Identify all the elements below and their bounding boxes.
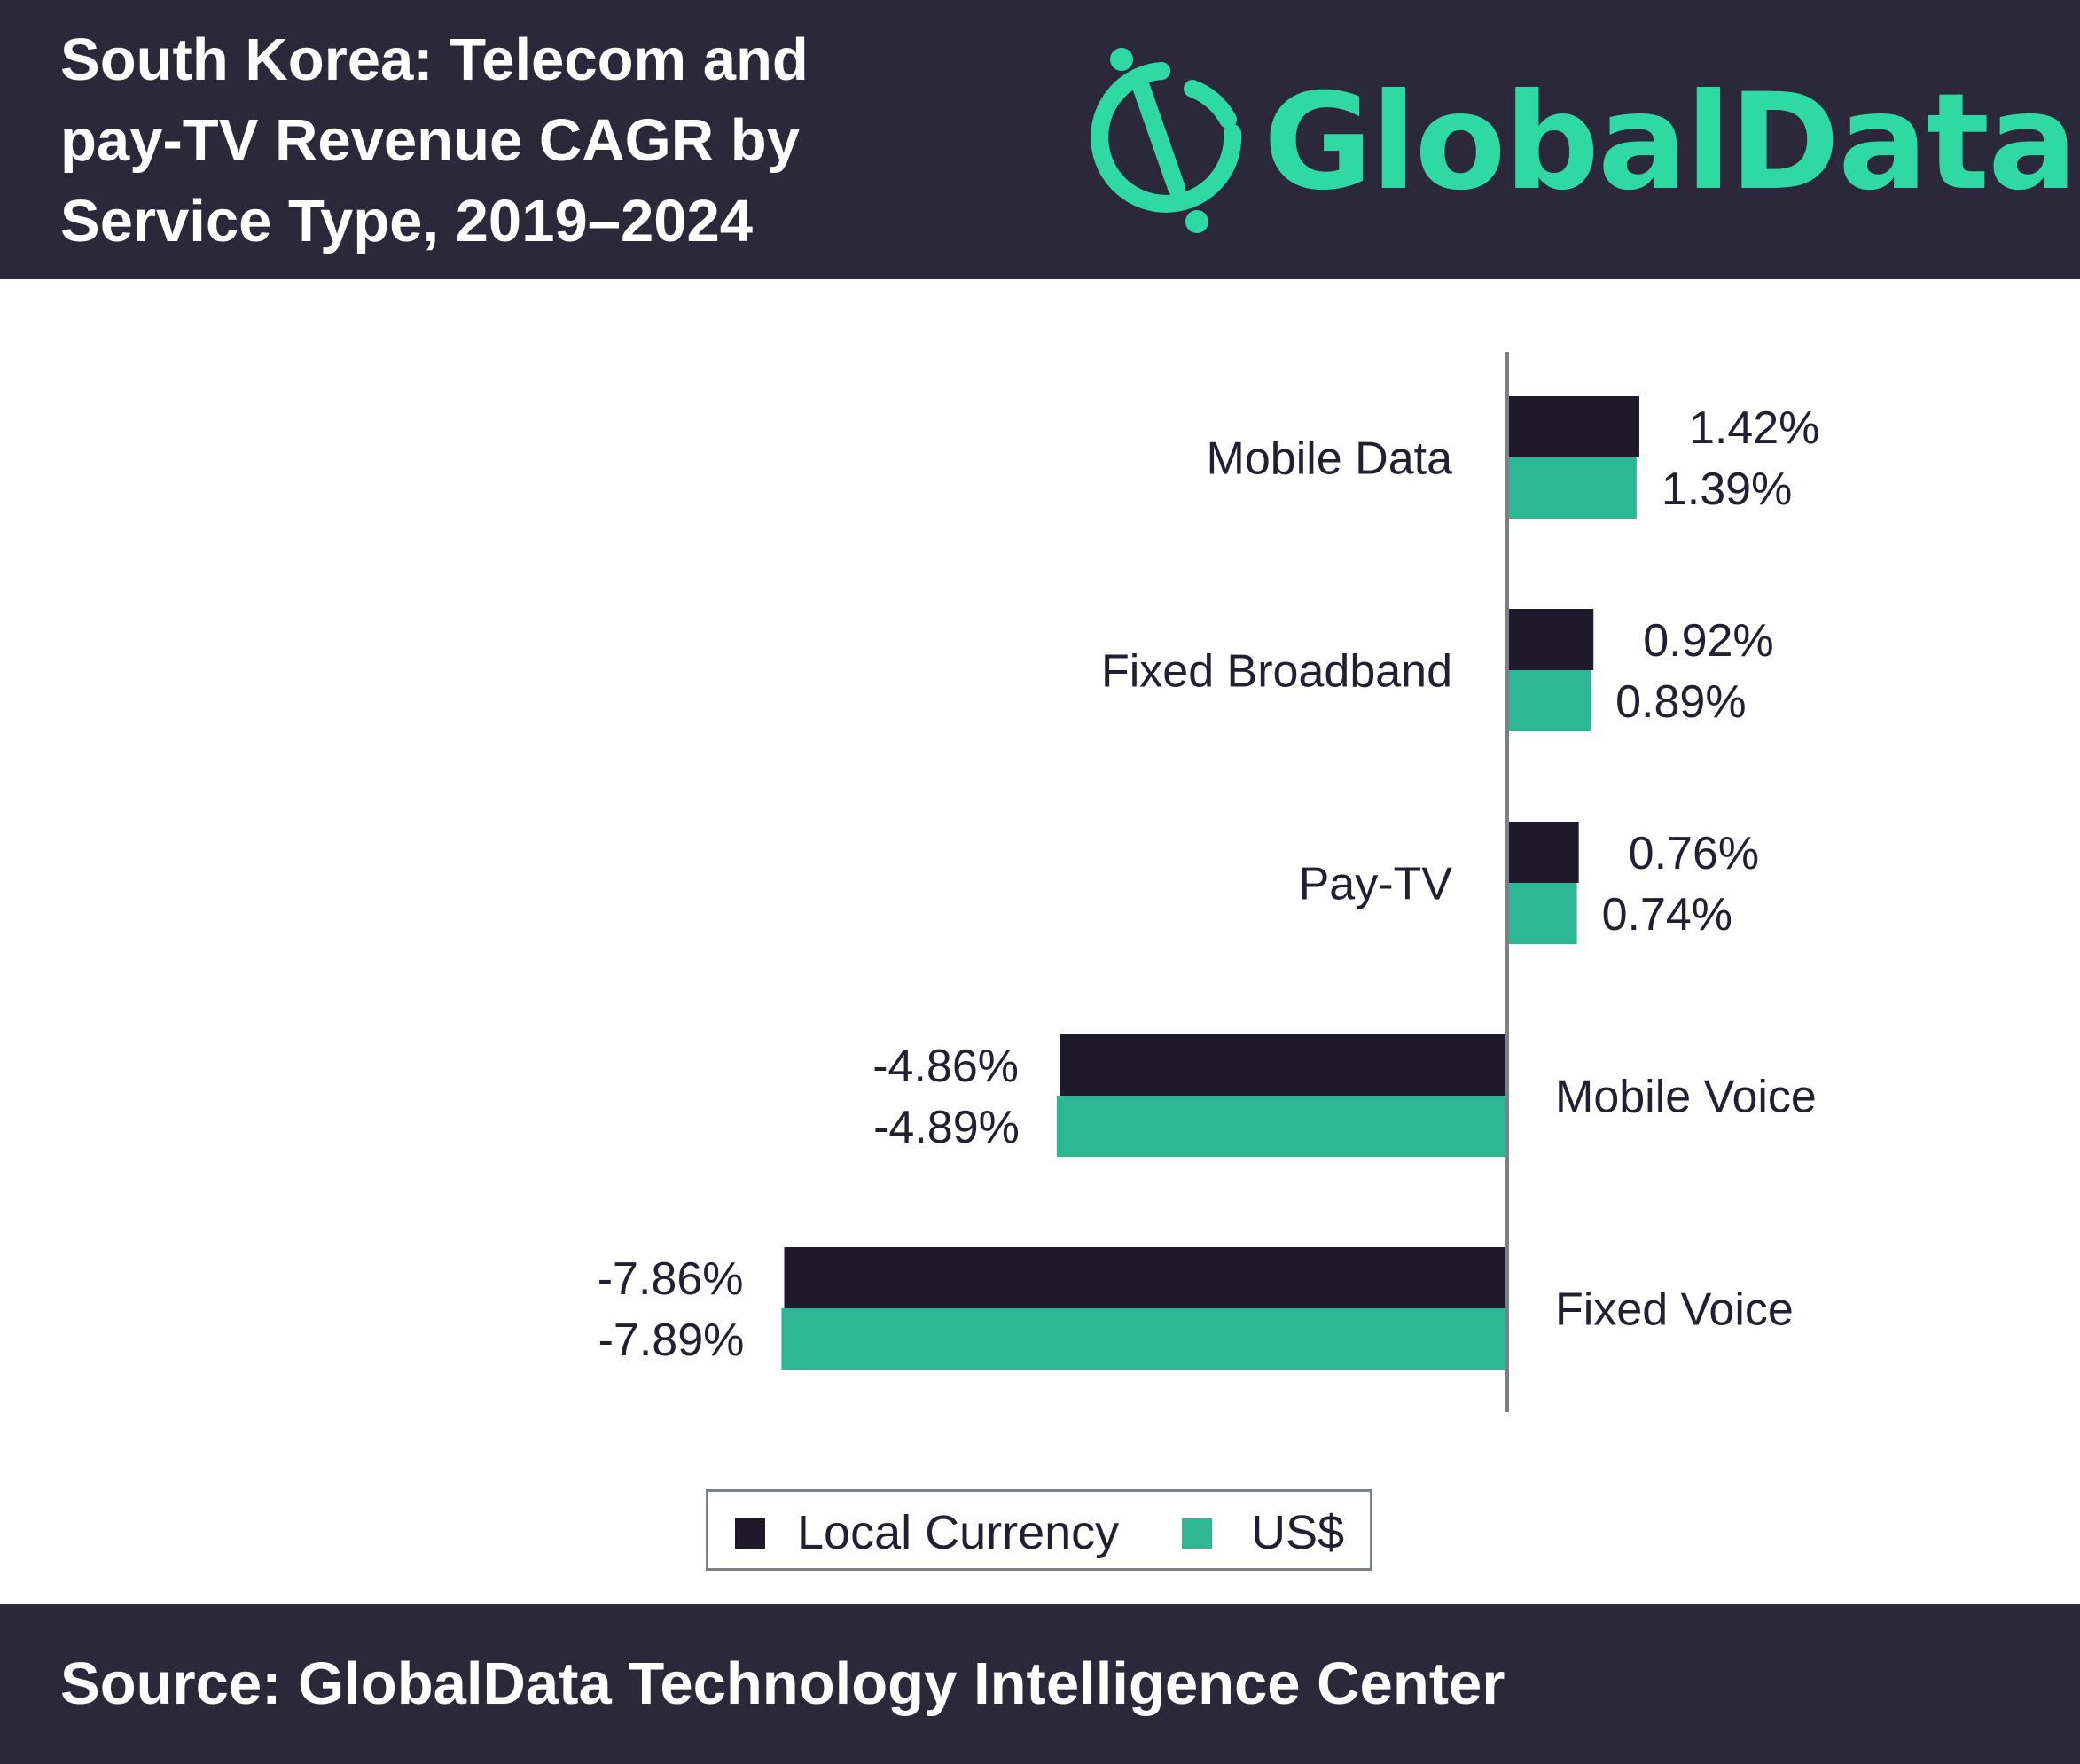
data-label-mobile-voice-usd: -4.89% <box>873 1102 1020 1153</box>
header: South Korea: Telecom and pay-TV Revenue … <box>0 0 2080 279</box>
title-line-2: pay-TV Revenue CAGR by <box>60 107 800 174</box>
bar-mobile-voice-usd <box>1056 1096 1505 1157</box>
chart-area: 1.42% 1.39% Mobile Data 0.92% 0.89% Fixed Bro… <box>0 279 2080 1604</box>
data-label-fixed-voice-usd: -7.89% <box>598 1315 745 1366</box>
bar-pay-tv-usd <box>1509 883 1577 944</box>
source-note: Source: GlobalData Technology Intelligen… <box>60 1651 1505 1717</box>
data-label-fixed-broadband-usd: 0.89% <box>1615 676 1746 728</box>
category-label-fixed-broadband: Fixed Broadband <box>1101 646 1452 698</box>
footer: Source: GlobalData Technology Intelligen… <box>0 1604 2080 1764</box>
globaldata-logo-icon <box>1091 48 1242 233</box>
bar-pay-tv-local-currency <box>1509 822 1579 883</box>
legend: Local Currency US$ <box>706 1489 1372 1571</box>
legend-label-usd: US$ <box>1251 1506 1345 1559</box>
legend-swatch-local-currency <box>735 1518 765 1549</box>
data-label-pay-tv-usd: 0.74% <box>1602 889 1732 941</box>
data-label-fixed-broadband-local-currency: 0.92% <box>1643 615 1773 667</box>
bar-fixed-broadband-local-currency <box>1509 609 1594 670</box>
category-label-fixed-voice: Fixed Voice <box>1555 1284 1794 1336</box>
bar-fixed-voice-usd <box>781 1308 1505 1370</box>
data-label-mobile-data-usd: 1.39% <box>1662 464 1792 515</box>
legend-swatch-usd <box>1182 1518 1212 1549</box>
globaldata-logo-text: GlobalData. <box>1263 66 2080 220</box>
bar-chart: 1.42% 1.39% Mobile Data 0.92% 0.89% Fixed Bro… <box>598 352 1819 1412</box>
data-label-mobile-voice-local-currency: -4.86% <box>872 1041 1019 1092</box>
chart-title: South Korea: Telecom and pay-TV Revenue … <box>60 20 929 261</box>
category-label-mobile-data: Mobile Data <box>1207 433 1453 485</box>
bar-fixed-voice-local-currency <box>784 1247 1505 1308</box>
category-label-mobile-voice: Mobile Voice <box>1555 1072 1817 1123</box>
bar-fixed-broadband-usd <box>1509 670 1591 731</box>
data-label-pay-tv-local-currency: 0.76% <box>1629 828 1759 879</box>
legend-label-local-currency: Local Currency <box>797 1506 1120 1559</box>
bar-mobile-voice-local-currency <box>1059 1034 1505 1096</box>
title-line-1: South Korea: Telecom and <box>60 27 809 93</box>
globaldata-logo: GlobalData. <box>1077 35 2080 248</box>
data-label-fixed-voice-local-currency: -7.86% <box>598 1253 744 1305</box>
title-line-3: Service Type, 2019–2024 <box>60 188 754 254</box>
bar-mobile-data-usd <box>1509 457 1637 519</box>
data-label-mobile-data-local-currency: 1.42% <box>1689 402 1819 454</box>
category-label-pay-tv: Pay-TV <box>1299 859 1453 910</box>
bar-mobile-data-local-currency <box>1509 396 1639 457</box>
